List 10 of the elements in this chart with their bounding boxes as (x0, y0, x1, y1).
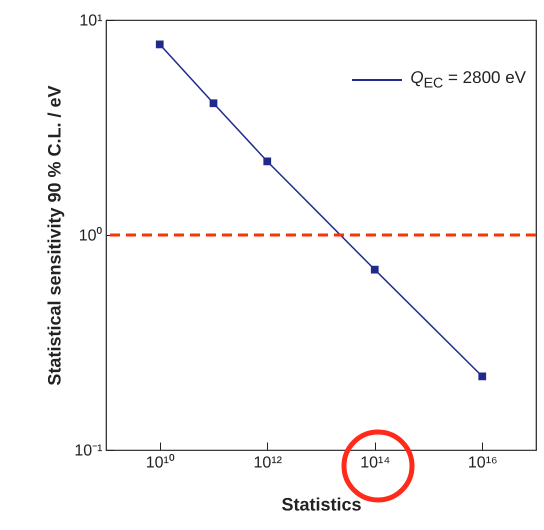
x-axis-title: Statistics (281, 494, 362, 514)
x-tick-label: 10¹⁰ (146, 454, 175, 472)
legend-label: Q$_{EC}$ = 2800 eV (410, 68, 526, 92)
y-axis-title: Statistical sensitivity 90 % C.L. / eV (44, 85, 64, 386)
y-tick-label: 10⁻¹ (74, 442, 102, 460)
x-tick-label: 10¹⁶ (468, 454, 498, 472)
y-tick-label: 10⁰ (78, 226, 102, 244)
x-tick-label: 10¹² (254, 454, 283, 472)
y-tick-label: 10¹ (79, 12, 102, 30)
x-tick-label: 10¹⁴ (360, 454, 390, 472)
